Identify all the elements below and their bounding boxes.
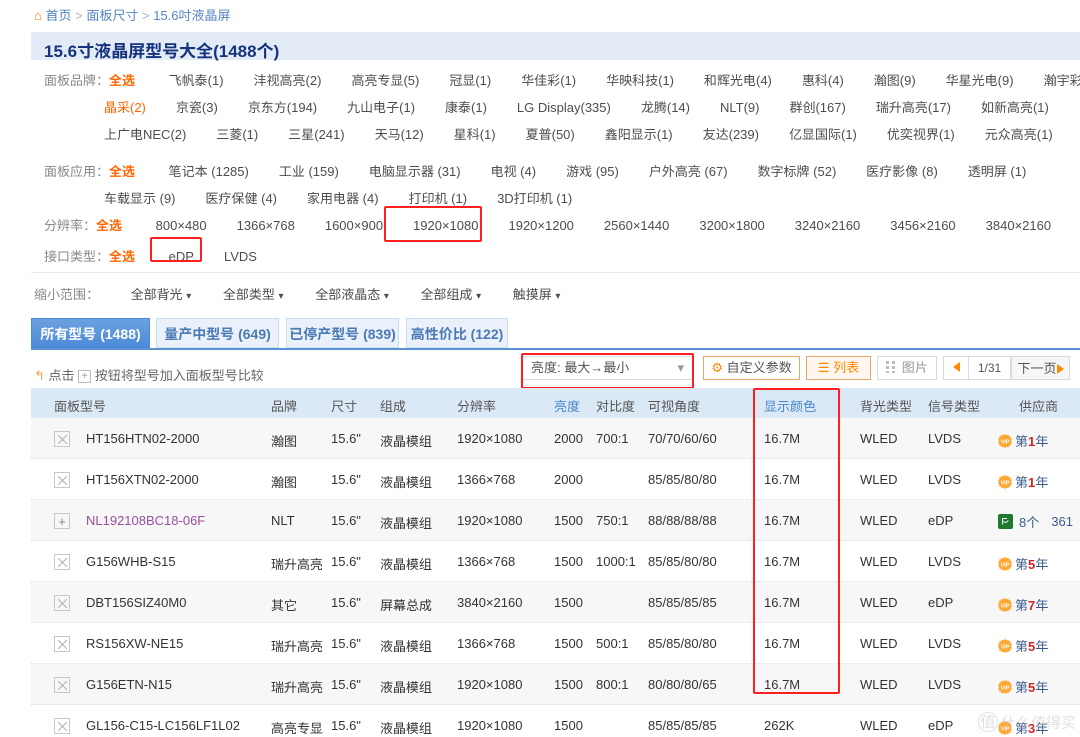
svg-text:VIP: VIP xyxy=(1001,644,1010,650)
svg-text:VIP: VIP xyxy=(1001,562,1010,568)
svg-text:VIP: VIP xyxy=(1001,685,1010,691)
svg-text:VIP: VIP xyxy=(1001,480,1010,486)
svg-text:VIP: VIP xyxy=(1001,439,1010,445)
svg-text:VIP: VIP xyxy=(1001,603,1010,609)
